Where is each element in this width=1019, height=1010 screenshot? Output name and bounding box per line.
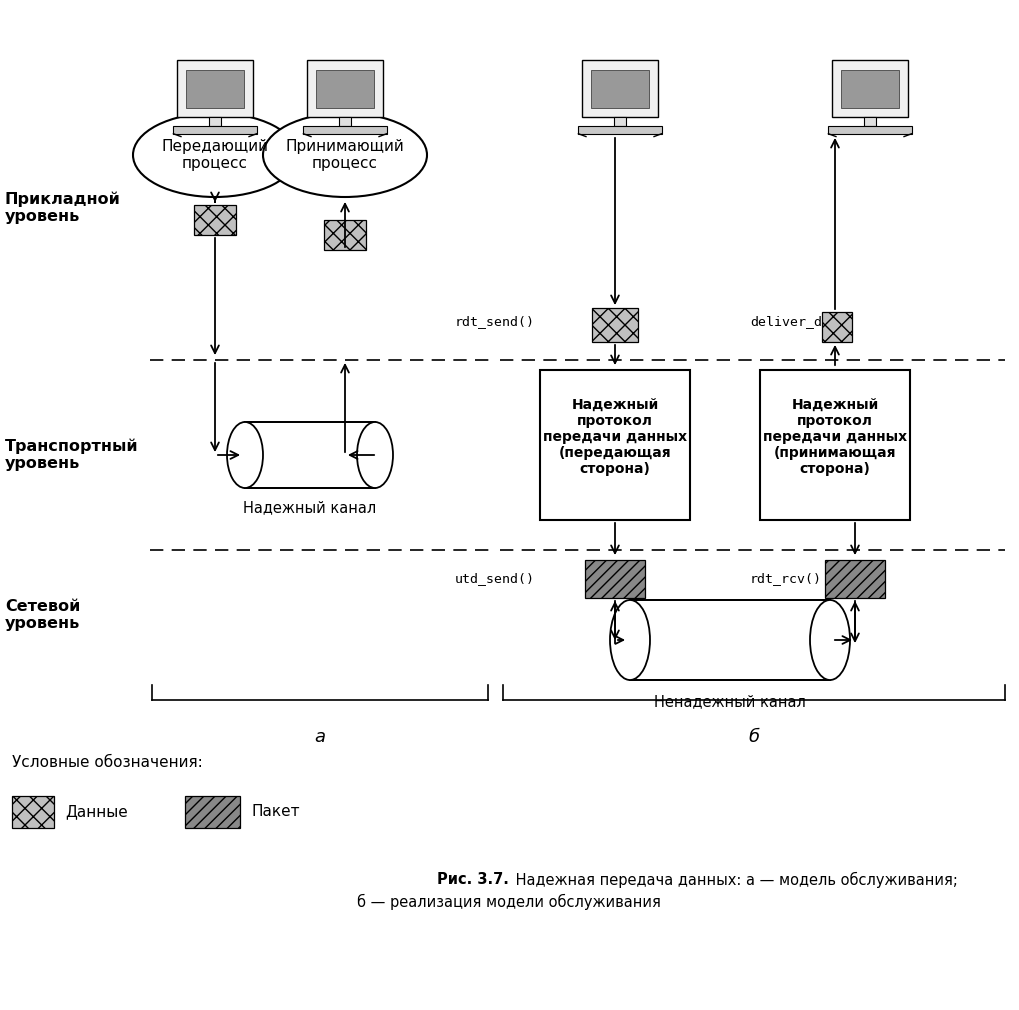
- Bar: [194, 205, 236, 235]
- Bar: [324, 220, 366, 250]
- Bar: [307, 60, 383, 117]
- Bar: [864, 117, 875, 126]
- Text: а: а: [315, 728, 325, 746]
- Bar: [825, 560, 884, 598]
- Bar: [630, 600, 830, 680]
- Text: Ненадежный канал: Ненадежный канал: [654, 694, 806, 709]
- Text: utd_send(): utd_send(): [455, 573, 535, 586]
- Text: Передающий
процесс: Передающий процесс: [161, 138, 268, 172]
- Text: Условные обозначения:: Условные обозначения:: [12, 755, 203, 770]
- Bar: [185, 70, 245, 108]
- Bar: [245, 422, 375, 488]
- Text: rdt_send(): rdt_send(): [455, 315, 535, 328]
- Ellipse shape: [227, 422, 263, 488]
- Ellipse shape: [810, 600, 850, 680]
- Bar: [585, 560, 645, 598]
- Text: Надежный канал: Надежный канал: [244, 500, 377, 515]
- Text: Сетевой
уровень: Сетевой уровень: [5, 599, 81, 631]
- Text: Данные: Данные: [65, 805, 127, 819]
- Text: Надежная передача данных: а — модель обслуживания;: Надежная передача данных: а — модель обс…: [511, 872, 958, 888]
- Bar: [209, 117, 221, 126]
- Text: б: б: [748, 728, 759, 746]
- Text: Рис. 3.7.: Рис. 3.7.: [437, 872, 510, 887]
- Text: б — реализация модели обслуживания: б — реализация модели обслуживания: [357, 894, 661, 910]
- Text: Надежный
протокол
передачи данных
(принимающая
сторона): Надежный протокол передачи данных (прини…: [763, 398, 907, 477]
- Ellipse shape: [357, 422, 393, 488]
- Text: Принимающий
процесс: Принимающий процесс: [285, 138, 405, 172]
- Bar: [540, 370, 690, 520]
- Ellipse shape: [133, 113, 297, 197]
- Ellipse shape: [263, 113, 427, 197]
- Bar: [579, 126, 661, 133]
- Bar: [841, 70, 900, 108]
- Text: deliver_data: deliver_data: [750, 315, 846, 328]
- Bar: [828, 126, 912, 133]
- Bar: [590, 70, 649, 108]
- Bar: [822, 312, 852, 342]
- Ellipse shape: [610, 600, 650, 680]
- Text: Прикладной
уровень: Прикладной уровень: [5, 191, 121, 224]
- Bar: [316, 70, 375, 108]
- Bar: [760, 370, 910, 520]
- Bar: [12, 796, 54, 828]
- Text: rdt_rcv(): rdt_rcv(): [750, 573, 822, 586]
- Bar: [185, 796, 240, 828]
- Bar: [177, 60, 253, 117]
- Bar: [833, 60, 908, 117]
- Bar: [339, 117, 351, 126]
- Bar: [582, 60, 658, 117]
- Bar: [592, 308, 638, 342]
- Text: Надежный
протокол
передачи данных
(передающая
сторона): Надежный протокол передачи данных (перед…: [543, 398, 687, 477]
- Bar: [614, 117, 626, 126]
- Bar: [304, 126, 386, 133]
- Bar: [173, 126, 257, 133]
- Text: Транспортный
уровень: Транспортный уровень: [5, 438, 139, 472]
- Text: Пакет: Пакет: [252, 805, 301, 819]
